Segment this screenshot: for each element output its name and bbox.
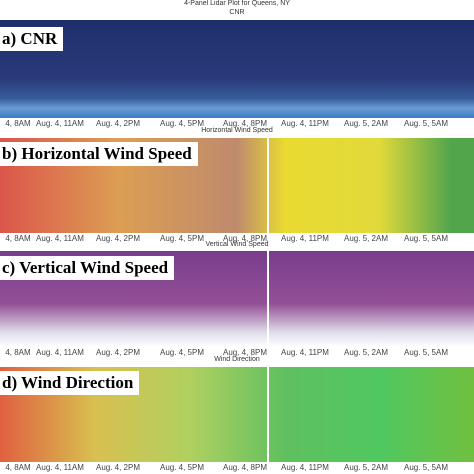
x-tick-label: 4, 8AM [5,119,31,128]
x-tick-label: Aug. 4, 5PM [159,234,205,243]
x-tick-label: 4, 8AM [5,463,31,472]
divider [267,251,269,347]
panel-label: d) Wind Direction [0,371,140,395]
panel-subtitle: CNR [229,9,245,16]
x-tick-label: Aug. 4, 2PM [95,348,141,357]
panel-subtitle: Horizontal Wind Speed [201,127,273,134]
x-tick-label: Aug. 4, 8PM [222,463,268,472]
x-tick-label: Aug. 4, 2PM [95,119,141,128]
x-tick-label: Aug. 4, 11AM [36,119,84,128]
heatmap [0,20,474,118]
x-tick-label: Aug. 4, 11PM [281,234,329,243]
panel-label: b) Horizontal Wind Speed [0,142,198,166]
x-tick-label: Aug. 4, 2PM [95,463,141,472]
panel-subtitle: Wind Direction [214,356,260,363]
x-tick-label: Aug. 4, 5PM [159,348,205,357]
x-tick-label: Aug. 4, 8PM [222,119,268,128]
x-tick-label: 4, 8AM [5,234,31,243]
x-tick-label: Aug. 4, 11PM [281,348,329,357]
title: 4-Panel Lidar Plot for Queens, NY [184,0,290,7]
x-tick-label: Aug. 4, 8PM [222,348,268,357]
x-tick-label: Aug. 5, 2AM [343,463,389,472]
x-tick-label: Aug. 4, 11PM [281,119,329,128]
x-tick-label: Aug. 4, 8PM [222,234,268,243]
panel-label: c) Vertical Wind Speed [0,256,175,280]
panel-subtitle: Vertical Wind Speed [205,241,269,248]
x-tick-label: Aug. 4, 11AM [36,234,84,243]
x-tick-label: 4, 8AM [5,348,31,357]
divider [267,138,269,233]
x-tick-label: Aug. 4, 5PM [159,463,205,472]
panel-label: a) CNR [0,27,64,51]
x-tick-label: Aug. 5, 2AM [343,348,389,357]
x-tick-label: Aug. 5, 5AM [403,234,449,243]
heatmap [0,138,474,233]
x-tick-label: Aug. 5, 2AM [343,119,389,128]
heatmap [0,251,474,347]
x-tick-label: Aug. 5, 5AM [403,463,449,472]
x-tick-label: Aug. 5, 5AM [403,348,449,357]
x-tick-label: Aug. 5, 2AM [343,234,389,243]
x-tick-label: Aug. 4, 5PM [159,119,205,128]
x-tick-label: Aug. 4, 11AM [36,348,84,357]
x-tick-label: Aug. 4, 11AM [36,463,84,472]
x-tick-label: Aug. 4, 11PM [281,463,329,472]
divider [267,367,269,462]
x-tick-label: Aug. 5, 5AM [403,119,449,128]
x-tick-label: Aug. 4, 2PM [95,234,141,243]
